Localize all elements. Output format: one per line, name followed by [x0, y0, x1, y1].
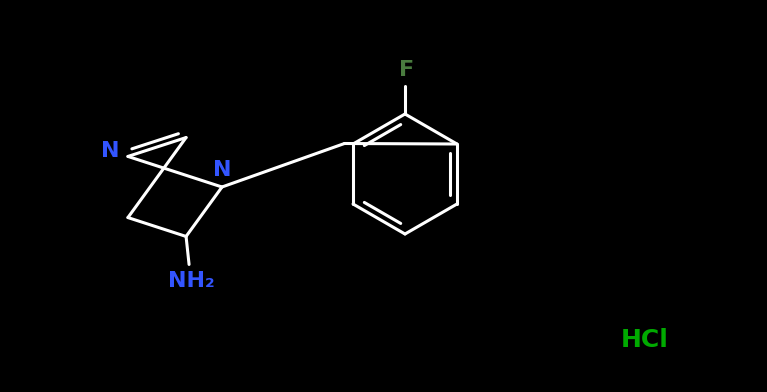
Text: F: F [400, 60, 414, 80]
Text: N: N [212, 160, 231, 180]
Text: HCl: HCl [621, 328, 669, 352]
Text: N: N [100, 142, 119, 162]
Text: NH₂: NH₂ [168, 271, 215, 292]
